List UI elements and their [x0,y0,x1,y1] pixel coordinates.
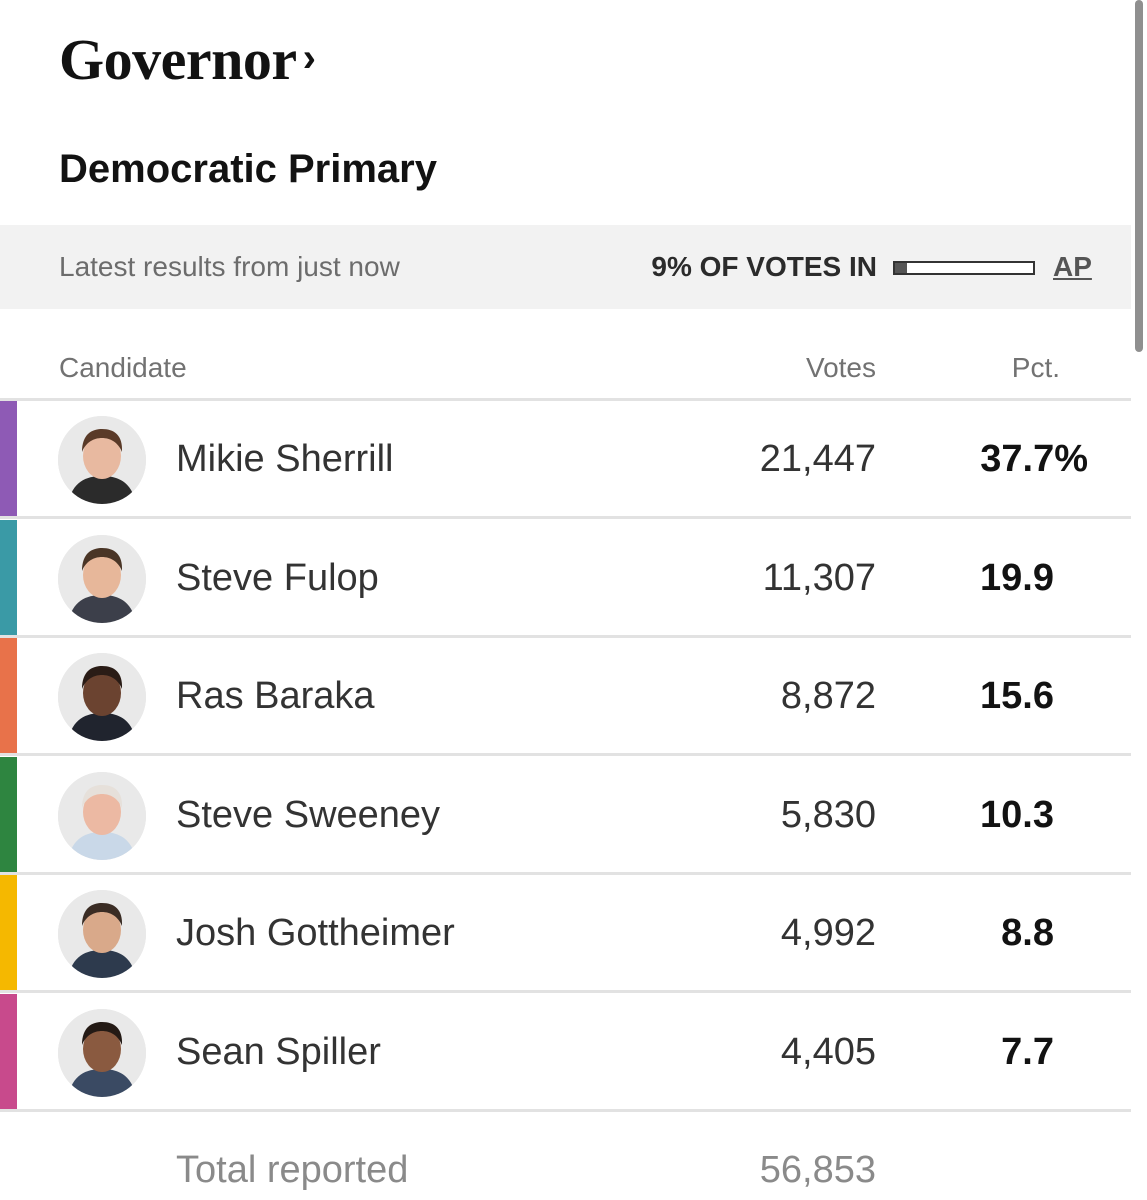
scrollbar[interactable] [1135,0,1143,352]
header-divider [0,398,1131,401]
table-row[interactable]: Mikie Sherrill 21,447 37.7% [0,401,1131,519]
candidate-votes: 21,447 [759,438,876,480]
candidate-pct: 10.3 [980,793,1054,836]
candidate-color-bar [0,993,17,1109]
table-row[interactable]: Steve Fulop 11,307 19.9 [0,519,1131,638]
votes-in-progress-bar [893,261,1035,275]
candidate-votes: 4,405 [780,1030,876,1073]
man-portrait-icon [58,534,146,623]
man-portrait-icon [58,771,146,860]
column-header-pct: Pct. [1011,352,1060,383]
candidate-votes: 11,307 [762,556,876,599]
candidate-avatar [58,771,146,860]
candidate-avatar [58,416,146,504]
ap-source-link[interactable]: AP [1053,251,1092,282]
candidate-name: Josh Gottheimer [176,912,455,954]
race-subtitle: Democratic Primary [59,147,437,191]
candidate-color-bar [0,519,17,635]
candidate-pct: 7.7 [1001,1030,1054,1073]
candidate-avatar [58,534,146,623]
candidate-votes: 8,872 [780,675,876,717]
table-row[interactable]: Josh Gottheimer 4,992 8.8 [0,875,1131,993]
candidate-name: Steve Fulop [176,556,379,599]
column-header-votes: Votes [805,352,876,383]
candidate-color-bar [0,638,17,753]
candidate-pct: 8.8 [1001,912,1054,954]
candidate-avatar [58,1008,146,1097]
race-title-link[interactable]: Governor › [59,24,316,102]
total-reported-votes: 56,853 [759,1149,876,1191]
candidate-color-bar [0,875,17,990]
candidate-name: Sean Spiller [176,1030,381,1073]
candidate-votes: 4,992 [780,912,876,954]
candidate-name: Mikie Sherrill [176,438,394,480]
table-row[interactable]: Steve Sweeney 5,830 10.3 [0,756,1131,875]
candidate-name: Ras Baraka [176,675,375,717]
table-row[interactable]: Sean Spiller 4,405 7.7 [0,993,1131,1112]
total-reported-label: Total reported [176,1149,409,1191]
candidate-color-bar [0,401,17,516]
candidate-avatar [58,653,146,741]
candidate-name: Steve Sweeney [176,793,441,836]
votes-in-progress-fill [895,263,908,273]
latest-results-text: Latest results from just now [59,251,400,282]
race-title: Governor [59,27,297,92]
table-row[interactable]: Ras Baraka 8,872 15.6 [0,638,1131,756]
man-portrait-icon [58,890,146,978]
candidate-pct: 19.9 [980,556,1054,599]
column-header-candidate: Candidate [59,352,187,383]
candidate-pct: 15.6 [980,675,1054,717]
candidate-pct: 37.7% [980,438,1088,480]
candidate-color-bar [0,756,17,872]
chevron-right-icon: › [302,36,316,80]
man-portrait-icon [58,653,146,741]
candidate-avatar [58,890,146,978]
man-portrait-icon [58,1008,146,1097]
votes-in-label: 9% OF VOTES IN [651,251,877,282]
candidate-votes: 5,830 [780,793,876,836]
woman-portrait-icon [58,416,146,504]
status-bar: Latest results from just now 9% OF VOTES… [0,225,1131,309]
